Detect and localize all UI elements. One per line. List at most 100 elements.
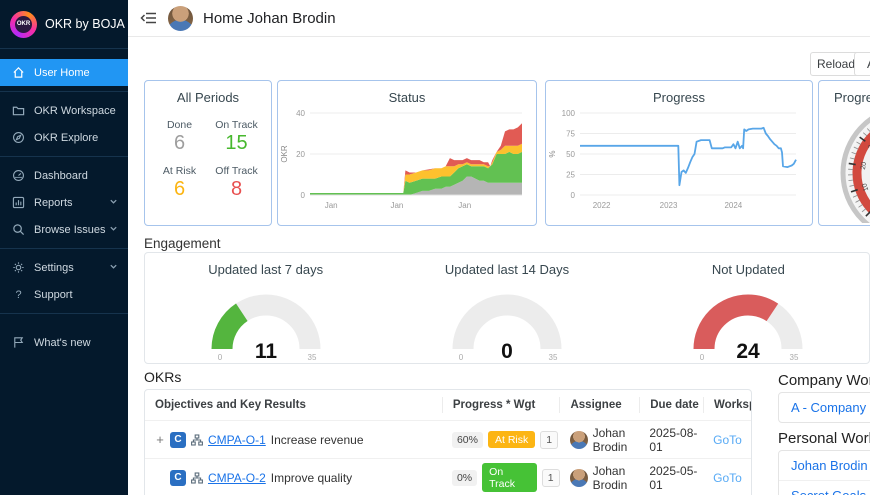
goto-link[interactable]: GoTo [713, 432, 742, 447]
table-row: C CMPA-O-2 Improve quality 0% On Track 1… [145, 458, 751, 495]
stat-on-track: On Track 15 [215, 119, 258, 154]
svg-text:Jan: Jan [458, 201, 471, 210]
svg-text:100: 100 [562, 109, 576, 118]
sidebar-item-label: Support [34, 288, 73, 301]
semi-gauge-chart: 0 35 24 [693, 294, 803, 363]
sidebar-item-label: Reports [34, 196, 73, 209]
column-progress: Progress * Wgt [441, 397, 560, 413]
reload-button[interactable]: Reload [810, 52, 862, 76]
sidebar-item-label: Browse Issues [34, 223, 106, 236]
progress-badge: 60% [451, 431, 483, 448]
sidebar-item-settings[interactable]: Settings [0, 254, 128, 281]
assignee-avatar [569, 468, 588, 487]
svg-text:0: 0 [571, 191, 576, 200]
okrs-section-title: OKRs [144, 369, 182, 385]
column-objectives: Objectives and Key Results [155, 399, 306, 411]
gauge-updated-7-days: Updated last 7 days 0 35 11 [145, 253, 386, 363]
sidebar-item-user-home[interactable]: User Home [0, 59, 128, 86]
app-logo-icon: OKR [10, 10, 37, 38]
weight-badge: 1 [541, 468, 560, 487]
svg-text:2024: 2024 [724, 201, 742, 210]
okr-summary[interactable]: Improve quality [270, 470, 353, 485]
flag-icon [12, 336, 25, 349]
stat-at-risk: At Risk 6 [162, 165, 197, 200]
svg-text:2023: 2023 [660, 201, 678, 210]
app-logo-row: OKR OKR by BOJA [0, 0, 128, 49]
table-header: Objectives and Key Results Progress * Wg… [145, 390, 751, 420]
status-badge: At Risk [487, 431, 536, 448]
okr-key-link[interactable]: CMPA-O-2 [208, 470, 266, 485]
expand-row-button[interactable]: + [156, 432, 164, 447]
sidebar-item-whats-new[interactable]: What's new [0, 329, 128, 356]
personal-workspaces-heading: Personal Workspaces [778, 430, 870, 447]
svg-text:35: 35 [549, 353, 558, 362]
compass-icon [12, 131, 25, 144]
sidebar-item-reports[interactable]: Reports [0, 189, 128, 216]
progress-badge: 0% [451, 469, 478, 486]
svg-text:Jan: Jan [325, 201, 338, 210]
chevron-down-icon [109, 224, 118, 236]
svg-text:0: 0 [501, 340, 513, 363]
menu-toggle-icon[interactable] [140, 9, 158, 27]
gauge-card-title: Progress [834, 90, 870, 105]
workspace-link-secret-goals[interactable]: Secret Goals [779, 480, 870, 495]
table-row: + C CMPA-O-1 Increase revenue 60% At Ris… [145, 420, 751, 458]
status-stacked-area-chart: 0 20 40 OKR Jan Jan Jan [280, 109, 522, 210]
column-workspace: Workspace [703, 397, 751, 413]
column-due-date: Due date [639, 397, 703, 413]
personal-workspaces-card: Johan Brodin Secret Goals [778, 450, 870, 495]
svg-text:OKR: OKR [280, 145, 289, 163]
workspace-link-personal[interactable]: Johan Brodin [791, 458, 868, 473]
chevron-down-icon [109, 262, 118, 274]
svg-text:40: 40 [296, 109, 305, 118]
gauge-updated-14-days: Updated last 14 Days 0 35 0 [386, 253, 627, 363]
hierarchy-icon [191, 471, 203, 484]
due-date: 2025-08-01 [649, 425, 698, 454]
speedometer-gauge: 0102030405060708090100 [840, 116, 870, 230]
svg-text:0: 0 [459, 353, 464, 362]
assignee-avatar [569, 430, 588, 449]
goto-link[interactable]: GoTo [713, 470, 742, 485]
page-title: Home Johan Brodin [203, 9, 336, 27]
dashboard-icon [12, 169, 25, 182]
engagement-card: Updated last 7 days 0 35 11 Updated last 1… [144, 252, 870, 364]
svg-text:10: 10 [861, 182, 870, 192]
chevron-down-icon [109, 197, 118, 209]
sidebar-item-support[interactable]: ? Support [0, 281, 128, 308]
gauge-card: Progress 0102030405060708090100 [818, 80, 870, 230]
sidebar-item-label: User Home [34, 66, 90, 79]
svg-text:35: 35 [790, 353, 799, 362]
sidebar-item-okr-workspace[interactable]: OKR Workspace [0, 97, 128, 124]
issue-type-icon: C [170, 431, 186, 448]
okr-summary[interactable]: Increase revenue [270, 432, 364, 447]
top-bar: Home Johan Brodin [128, 0, 870, 37]
sidebar-item-browse-issues[interactable]: Browse Issues [0, 216, 128, 243]
add-button-partial[interactable]: A [854, 52, 870, 76]
svg-text:Jan: Jan [390, 201, 403, 210]
svg-text:30: 30 [867, 141, 870, 152]
progress-chart-card: Progress 0 25 50 75 100% 2022 2023 2024 [545, 80, 813, 226]
company-workspaces-card: A - Company [778, 392, 870, 423]
column-assignee: Assignee [559, 397, 639, 413]
sidebar: OKR OKR by BOJA User Home OKR Workspace … [0, 0, 128, 495]
bar-chart-icon [12, 196, 25, 209]
svg-text:24: 24 [737, 340, 761, 363]
workspace-link-company[interactable]: A - Company [791, 400, 867, 415]
issue-type-icon: C [170, 469, 186, 486]
okr-key-link[interactable]: CMPA-O-1 [208, 432, 266, 447]
gear-icon [12, 261, 25, 274]
status-badge: On Track [482, 463, 537, 492]
assignee-name: Johan Brodin [592, 463, 628, 492]
svg-text:0: 0 [217, 353, 222, 362]
svg-text:0: 0 [301, 191, 306, 200]
home-icon [12, 66, 25, 79]
progress-chart-title: Progress [652, 90, 706, 105]
svg-text:%: % [548, 150, 557, 157]
company-workspaces-heading: Company Workspaces [778, 372, 870, 389]
sidebar-item-okr-explore[interactable]: OKR Explore [0, 124, 128, 151]
status-chart-title: Status [388, 90, 426, 105]
status-chart-card: Status 0 20 40 OKR Jan Jan Jan [277, 80, 537, 226]
sidebar-item-dashboard[interactable]: Dashboard [0, 162, 128, 189]
sidebar-item-label: Settings [34, 261, 74, 274]
user-avatar[interactable] [168, 5, 193, 31]
